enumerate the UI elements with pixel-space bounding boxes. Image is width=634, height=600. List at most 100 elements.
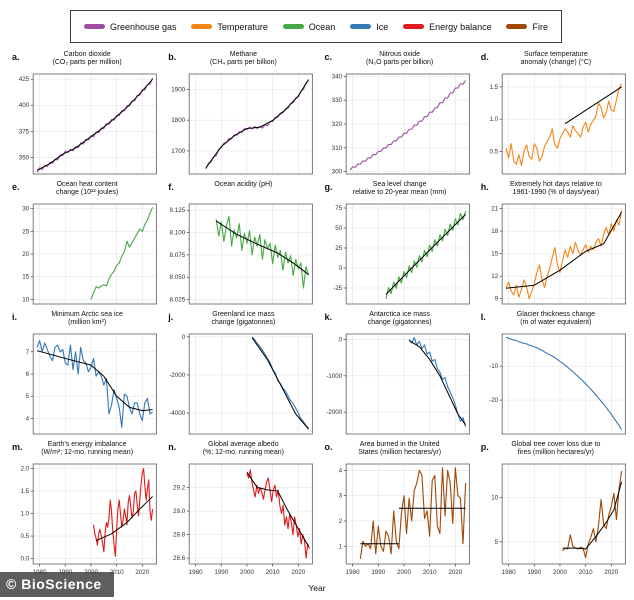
y-tick-label: 2.0 (20, 466, 29, 473)
chart-title: Sea level change relative to 20-year mean… (320, 181, 471, 198)
y-tick-label: 28.6 (173, 555, 186, 562)
chart-title-line: relative to 20-year mean (mm) (352, 189, 447, 197)
x-tick-label: 2010 (422, 569, 436, 576)
y-tick-label: 330 (331, 97, 342, 104)
y-tick-label: 1 (338, 543, 342, 550)
y-tick-label: -25 (333, 285, 343, 292)
chart-title: Earth's energy imbalance (W/m²; 12-mo. ru… (7, 441, 158, 458)
y-tick-label: 300 (331, 169, 342, 176)
chart-title-line: Global tree cover loss due to (511, 441, 601, 448)
legend-item-ice: Ice (350, 22, 388, 32)
chart-title: Ocean acidity (pH) (163, 181, 314, 189)
x-axis-label: Year (308, 583, 326, 593)
x-tick-label: 1990 (371, 569, 385, 576)
y-tick-label: 425 (19, 76, 30, 83)
chart-title-line: Sea level change (372, 181, 427, 188)
chart-letter: m. (12, 442, 23, 452)
y-tick-label: 10 (22, 296, 29, 303)
chart-letter: k. (324, 312, 333, 322)
y-tick-label: 8.075 (170, 252, 186, 259)
chart-title: Global average albedo (%; 12-mo. running … (163, 441, 314, 458)
chart-letter: e. (12, 182, 20, 192)
legend-label: Ice (376, 21, 389, 32)
legend-swatch-icon (403, 24, 425, 29)
chart-letter: d. (480, 52, 489, 62)
x-tick-label: 1980 (501, 569, 515, 576)
y-tick-label: 0 (338, 336, 342, 343)
chart-title: Greenland ice mass change (gigatonnes) (163, 311, 314, 328)
chart-title-line: change (10²² joules) (55, 189, 119, 197)
chart-title: Minimum Arctic sea ice (million km²) (7, 311, 158, 328)
chart-title-line: anomaly (change) (°C) (520, 59, 592, 67)
legend-swatch-icon (506, 24, 528, 29)
chart-plot-l: -10 -20 (489, 333, 626, 435)
chart-letter: c. (324, 52, 333, 62)
legend-swatch-icon (84, 24, 105, 29)
chart-title-line: Carbon dioxide (63, 51, 111, 58)
chart-panel-j: j. Greenland ice mass change (gigatonnes) 0… (163, 308, 314, 438)
legend-item-ocean: Ocean (282, 22, 335, 32)
chart-panel-a: a. Carbon dioxide (CO₂ parts per million) 3… (7, 48, 158, 178)
chart-panel-p: p. Global tree cover loss due to fires (mi… (476, 438, 627, 586)
y-tick-label: -1000 (326, 373, 343, 380)
y-tick-label: 4 (338, 467, 342, 474)
y-tick-label: 9 (494, 296, 498, 303)
chart-title-line: (N₂O parts per billion) (365, 59, 434, 67)
chart-panel-b: b. Methane (CH₄ parts per billion) 1700 1800… (163, 48, 314, 178)
x-tick-label: 1980 (189, 569, 203, 576)
y-tick-label: -10 (489, 363, 499, 370)
y-tick-label: 1.0 (489, 116, 498, 123)
chart-title-line: Greenland ice mass (212, 311, 275, 318)
chart-letter: l. (480, 312, 486, 322)
chart-title-line: fires (million hectares/yr) (517, 449, 594, 457)
y-tick-label: 29.0 (173, 508, 186, 515)
y-tick-label: 8.100 (170, 230, 186, 237)
x-tick-label: 2000 (553, 569, 567, 576)
chart-letter: p. (480, 442, 489, 452)
y-tick-label: 1.5 (20, 488, 29, 495)
y-tick-label: 310 (331, 145, 342, 152)
y-tick-label: 400 (19, 102, 30, 109)
y-tick-label: 0 (182, 334, 186, 341)
chart-title-line: Global average albedo (208, 441, 279, 448)
chart-title: Global tree cover loss due to fires (mill… (476, 441, 627, 458)
chart-plot-e: 10 15 20 25 30 (22, 203, 157, 305)
chart-header-d: d. Surface temperature anomaly (change) (°… (476, 48, 627, 72)
y-tick-label: 5 (26, 393, 30, 400)
y-tick-label: 350 (19, 154, 30, 161)
charts-grid: a. Carbon dioxide (CO₂ parts per million) 3… (7, 48, 627, 586)
chart-title: Ocean heat content change (10²² joules) (7, 181, 158, 198)
chart-title: Antarctica ice mass change (gigatonnes) (320, 311, 471, 328)
chart-panel-l: l. Glacier thickness change (m of water eq… (476, 308, 627, 438)
chart-plot-b: 1700 1800 1900 (172, 73, 314, 175)
chart-panel-n: n. Global average albedo (%; 12-mo. runnin… (163, 438, 314, 586)
chart-plot-o: 1 2 3 4 1980 1990 2000 2010 2020 (338, 463, 470, 576)
chart-title-line: Area burned in the United (359, 441, 440, 448)
chart-title-line: Methane (229, 51, 257, 58)
chart-header-f: f. Ocean acidity (pH) (163, 178, 314, 202)
chart-header-n: n. Global average albedo (%; 12-mo. runnin… (163, 438, 314, 462)
y-tick-label: 340 (331, 73, 342, 80)
x-tick-label: 2020 (135, 569, 149, 576)
chart-panel-g: g. Sea level change relative to 20-year me… (320, 178, 471, 308)
y-tick-label: 50 (335, 225, 342, 232)
chart-panel-o: o. Area burned in the United States (milli… (320, 438, 471, 586)
chart-header-o: o. Area burned in the United States (milli… (320, 438, 471, 462)
chart-panel-f: f. Ocean acidity (pH) 8.025 8.050 8.075 8.100… (163, 178, 314, 308)
y-tick-label: 7 (26, 349, 30, 356)
x-tick-label: 2020 (292, 569, 306, 576)
y-tick-label: 28.8 (173, 532, 186, 539)
y-tick-label: 20 (22, 251, 29, 258)
chart-title-line: (CH₄ parts per billion) (209, 59, 277, 67)
chart-title-line: States (million hectares/yr) (358, 449, 442, 457)
chart-header-j: j. Greenland ice mass change (gigatonnes) (163, 308, 314, 332)
chart-header-k: k. Antarctica ice mass change (gigatonnes) (320, 308, 471, 332)
chart-letter: i. (12, 312, 18, 322)
chart-title: Methane (CH₄ parts per billion) (163, 51, 314, 68)
chart-plot-f: 8.025 8.050 8.075 8.100 8.125 (170, 203, 314, 305)
y-tick-label: 21 (491, 206, 498, 213)
chart-header-m: m. Earth's energy imbalance (W/m²; 12-mo. … (7, 438, 158, 462)
chart-title-line: (m of water equivalent) (520, 319, 592, 327)
chart-header-c: c. Nitrous oxide (N₂O parts per billion) (320, 48, 471, 72)
